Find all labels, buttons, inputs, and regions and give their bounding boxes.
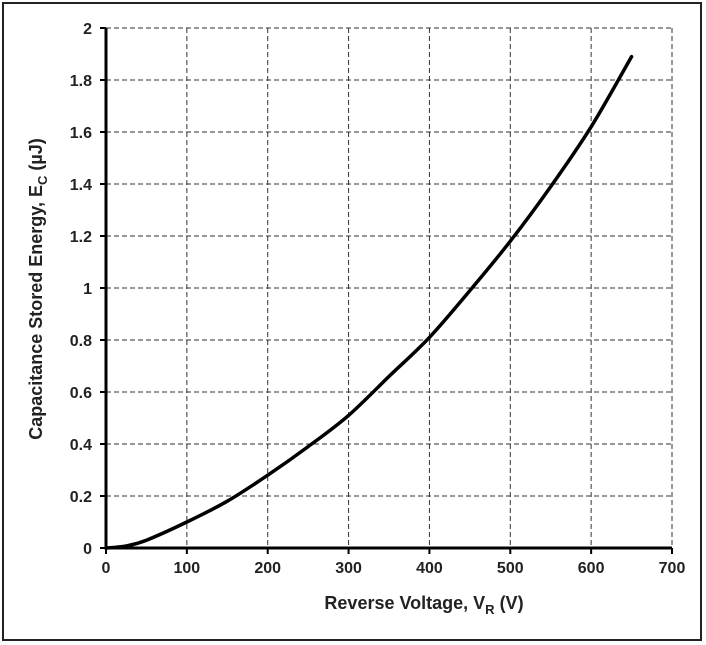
x-tick-labels: 0 100 200 300 400 500 600 700	[102, 560, 686, 577]
y-tick-label-8: 1.6	[70, 125, 92, 142]
axes	[100, 27, 673, 554]
y-tick-label-5: 1	[83, 281, 92, 298]
series-line-0	[104, 54, 634, 550]
y-tick-label-6: 1.2	[70, 229, 92, 246]
y-tick-label-1: 0.2	[70, 489, 92, 506]
x-tick-label-2: 200	[254, 560, 281, 577]
x-tick-label-5: 500	[497, 560, 524, 577]
y-tick-label-0: 0	[83, 541, 92, 558]
x-axis-title: Reverse Voltage, VR (V)	[324, 593, 523, 617]
y-tick-label-9: 1.8	[70, 73, 92, 90]
chart-svg: 0 100 200 300 400 500 600 700 0 0.2 0.4 0.6 0.8 1 1.2…	[26, 21, 686, 617]
x-tick-label-7: 700	[659, 560, 686, 577]
grid	[106, 27, 673, 548]
y-axis-title: Capacitance Stored Energy, EC (µJ)	[26, 138, 50, 440]
y-tick-labels: 0 0.2 0.4 0.6 0.8 1 1.2 1.4 1.6 1.8 2	[70, 21, 92, 558]
y-tick-label-10: 2	[83, 21, 92, 38]
x-tick-label-3: 300	[335, 560, 362, 577]
y-tick-label-2: 0.4	[70, 437, 92, 454]
x-tick-label-4: 400	[416, 560, 443, 577]
y-tick-label-3: 0.6	[70, 385, 92, 402]
y-tick-label-4: 0.8	[70, 333, 92, 350]
series-layer	[104, 54, 634, 550]
x-tick-label-1: 100	[174, 560, 201, 577]
x-tick-label-0: 0	[102, 560, 111, 577]
x-tick-label-6: 600	[578, 560, 605, 577]
y-tick-label-7: 1.4	[70, 177, 92, 194]
